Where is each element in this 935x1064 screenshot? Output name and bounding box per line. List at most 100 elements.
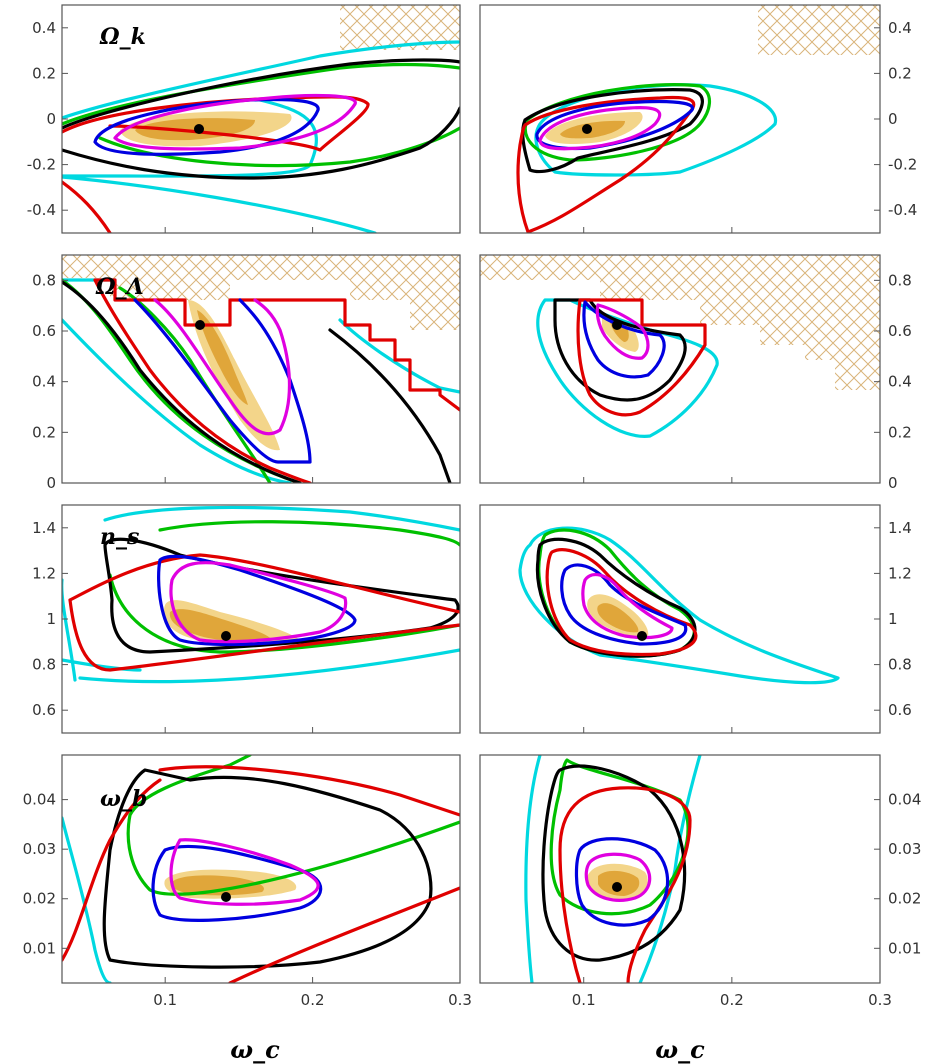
posterior-95-fill (597, 603, 639, 633)
contour-red (576, 298, 707, 417)
contour-red (62, 95, 370, 233)
best-fit-point (221, 892, 231, 902)
y-tick-label-right: 0.8 (888, 271, 912, 289)
contour-blue (151, 844, 323, 922)
x-axis-label-right: ω_c (655, 1035, 705, 1064)
y-tick-label-right: 1.4 (888, 519, 912, 537)
row4-param-label: ω_b (100, 786, 147, 812)
contour-black (62, 280, 452, 483)
y-tick-label-right: 0.2 (888, 64, 912, 82)
y-tick-label-right: 0.2 (888, 423, 912, 441)
contour-green (523, 83, 711, 162)
panel-frame (479, 754, 881, 984)
contour-red (558, 786, 692, 983)
y-tick-label-left: 0.04 (23, 791, 56, 809)
y-tick-label-right: 1 (888, 610, 898, 628)
posterior-95-fill (560, 120, 625, 139)
y-tick-label-left: 1.4 (32, 519, 56, 537)
panel-ns-left (62, 505, 460, 684)
y-tick-label-left: 0.2 (32, 64, 56, 82)
x-tick-label-left: 0.2 (301, 991, 325, 1009)
contour-red (516, 95, 696, 233)
panel-ns-right (518, 526, 840, 685)
y-tick-label-right: 0.04 (888, 791, 921, 809)
best-fit-point (221, 631, 231, 641)
y-tick-label-left: 0.02 (23, 890, 56, 908)
y-tick-label-left: 0.4 (32, 19, 56, 37)
y-tick-label-right: 0.01 (888, 939, 921, 957)
y-tick-label-left: 1.2 (32, 564, 56, 582)
contour-blue (574, 837, 670, 927)
contour-magenta (113, 93, 357, 151)
contour-magenta (581, 572, 674, 640)
x-tick-label-right: 0.3 (868, 991, 892, 1009)
best-fit-point (637, 631, 647, 641)
contour-black (102, 768, 433, 969)
panel-frame (479, 254, 881, 484)
panel-omega-k-right (516, 5, 880, 233)
contour-blue (157, 554, 357, 647)
excluded-region-hatch (480, 255, 880, 390)
panel-frame (61, 754, 461, 984)
contour-black (521, 88, 704, 174)
x-axis-label-left: ω_c (230, 1035, 280, 1064)
contour-cyan (62, 40, 460, 233)
contour-magenta (169, 561, 348, 644)
y-tick-label-left: 0.6 (32, 322, 56, 340)
row3-param-label: n_s (100, 524, 139, 550)
excluded-region-hatch (758, 5, 880, 55)
y-tick-label-right: 0.8 (888, 656, 912, 674)
posterior-95-fill (197, 310, 248, 405)
contour-red (93, 278, 460, 483)
best-fit-point (612, 320, 622, 330)
contour-magenta (169, 838, 320, 906)
posterior-95-fill (169, 609, 272, 642)
panel-omega-b-right (524, 755, 702, 983)
posterior-95-fill (171, 875, 264, 896)
tick-labels: 0.4 0.4 0.2 0.2 0 0 -0.2 -0.2 -0.4 -0.4 0.8 0.8 0.6 0… (23, 19, 922, 1009)
y-tick-label-left: -0.4 (27, 201, 56, 219)
panel-omega-lambda-left (62, 255, 460, 483)
y-tick-label-right: 0 (888, 110, 898, 128)
y-tick-label-right: 0.02 (888, 890, 921, 908)
y-tick-label-left: 0.6 (32, 701, 56, 719)
y-tick-label-right: 0.6 (888, 701, 912, 719)
contour-blue (133, 298, 312, 464)
contour-green (62, 278, 302, 483)
x-tick-label-left: 0.1 (153, 991, 177, 1009)
contour-magenta (584, 852, 652, 902)
panel-omega-lambda-right (480, 255, 880, 438)
y-tick-label-left: 0.03 (23, 840, 56, 858)
row1-param-label: Ω_k (99, 24, 146, 50)
contour-blue (93, 97, 320, 156)
contour-red (545, 548, 698, 657)
contour-green (108, 520, 460, 654)
x-tick-label-right: 0.1 (572, 991, 596, 1009)
contour-magenta (595, 303, 650, 360)
contour-blue (582, 300, 666, 379)
contour-red (68, 553, 460, 672)
y-tick-label-left: 1 (46, 610, 56, 628)
y-tick-label-left: 0.8 (32, 656, 56, 674)
y-tick-label-left: 0.4 (32, 373, 56, 391)
y-tick-label-right: 0.6 (888, 322, 912, 340)
x-tick-label-left: 0.3 (448, 991, 472, 1009)
y-tick-label-right: -0.4 (888, 201, 917, 219)
y-tick-label-left: 0 (46, 474, 56, 492)
y-tick-label-right: 0.4 (888, 19, 912, 37)
contour-black (62, 58, 460, 180)
contour-cyan (524, 755, 702, 983)
y-tick-label-right: 0.03 (888, 840, 921, 858)
contour-cyan (62, 505, 460, 684)
best-fit-point (194, 124, 204, 134)
panel-omega-k-left (62, 5, 460, 233)
best-fit-point (582, 124, 592, 134)
panel-frame (61, 254, 461, 484)
y-tick-label-right: -0.2 (888, 156, 917, 174)
y-tick-label-left: -0.2 (27, 156, 56, 174)
y-tick-label-left: 0.01 (23, 939, 56, 957)
best-fit-point (195, 320, 205, 330)
x-tick-label-right: 0.2 (720, 991, 744, 1009)
panel-omega-b-left (62, 755, 460, 983)
